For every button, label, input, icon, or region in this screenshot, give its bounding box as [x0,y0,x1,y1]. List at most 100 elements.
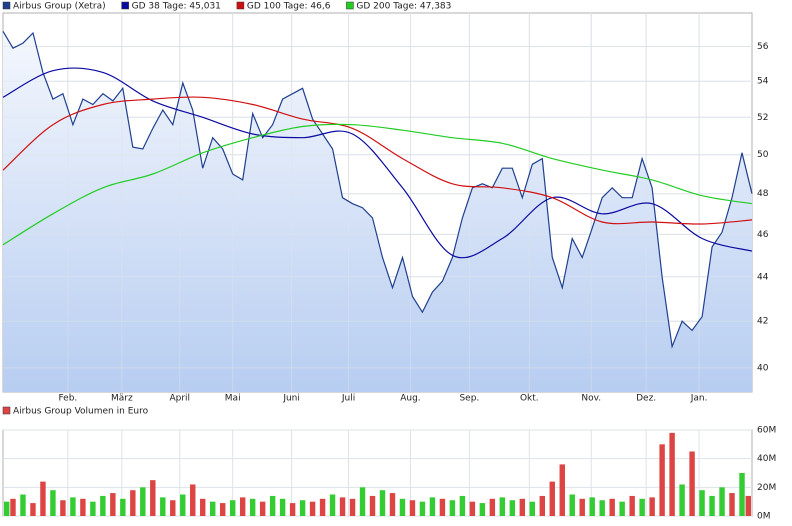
volume-bar [309,501,316,516]
volume-bar [729,493,735,516]
volume-bar [649,497,655,516]
y-tick-label: 20M [757,483,776,493]
volume-bar [559,464,565,516]
volume-bar [669,432,675,516]
x-tick-label: Juni [282,394,300,404]
volume-bar [259,501,266,516]
volume-legend: Airbus Group Volumen in Euro [2,407,149,417]
price-plot [2,13,753,393]
y-tick-label: 56 [757,42,769,52]
volume-bar [4,501,10,516]
x-tick-label: Jan. [690,394,708,404]
volume-bar [449,500,456,516]
volume-bar [339,497,346,516]
volume-bar [719,487,725,516]
volume-bar [10,498,16,516]
volume-bar [70,497,76,516]
y-tick-label: 48 [757,189,769,199]
x-tick-label: Okt. [520,394,539,404]
legend-swatch [2,1,11,10]
volume-bar [90,501,96,516]
volume-bar [229,500,236,516]
volume-bar [519,498,526,516]
volume-bar [120,498,126,516]
volume-bar [629,495,635,516]
volume-bar [539,495,545,516]
price-area [3,31,752,393]
volume-bar [219,503,226,516]
x-tick-label: März [111,394,133,404]
volume-bar [609,498,615,516]
volume-bar [419,501,426,516]
x-tick-label: Sep. [459,394,479,404]
volume-bar [279,498,286,516]
y-tick-label: 42 [757,317,768,327]
volume-bar [40,481,46,516]
moving-average-line [2,96,753,225]
volume-bar [509,500,516,516]
price-line [2,30,753,349]
x-tick-label: Dez. [636,394,656,404]
y-tick-label: 52 [757,113,768,123]
y-tick-label: 44 [757,272,769,282]
volume-bar [479,503,486,516]
legend-swatch [346,1,354,10]
volume-bar [100,495,106,516]
y-tick-label: 50 [757,150,769,160]
volume-bar [180,494,186,516]
volume-bar [639,498,645,516]
volume-bar [30,503,36,516]
volume-bar [689,451,695,516]
volume-bar [589,497,595,516]
volume-bar [190,484,196,516]
volume-bar [369,495,376,516]
moving-average-line [2,123,753,246]
x-tick-label: Nov. [581,394,601,404]
volume-bar [439,498,446,516]
volume-grid: 0M 20M 40M 60M [3,426,776,522]
x-tick-label: Feb. [59,394,78,404]
volume-bar [299,500,306,516]
volume-bar [549,481,555,516]
volume-bar [319,498,326,516]
volume-plot [4,432,751,516]
legend-label: Airbus Group (Xetra) [13,2,106,12]
moving-average-line [2,67,753,259]
volume-bar [140,487,146,516]
y-tick-label: 46 [757,230,769,240]
volume-bar [50,490,56,516]
legend-label: GD 200 Tage: 47,383 [356,2,451,12]
volume-bar [249,498,256,516]
volume-bar [599,500,605,516]
volume-bar [210,501,216,516]
volume-bar [619,501,625,516]
x-tick-label: April [169,394,190,404]
volume-bar [130,490,136,516]
x-tick-label: Aug. [400,394,420,404]
volume-bar [150,480,156,516]
volume-bar [389,493,396,516]
y-tick-label: 0M [757,512,771,522]
volume-bar [569,494,575,516]
volume-bar [170,500,176,516]
volume-bar [60,500,66,516]
volume-bar [269,495,276,516]
volume-bar [329,494,336,516]
volume-bar [289,503,296,516]
volume-bar [20,494,26,516]
volume-bar [679,484,685,516]
volume-bar [160,497,166,516]
volume-bar [110,493,116,516]
y-tick-label: 54 [757,77,769,87]
volume-bar [239,497,246,516]
volume-bar [699,490,705,516]
volume-bar [379,490,386,516]
volume-bar [659,444,665,516]
volume-bar [529,501,536,516]
legend-swatch [121,1,129,10]
legend-label: Airbus Group Volumen in Euro [13,407,149,417]
volume-bar [429,497,436,516]
volume-bar [359,487,366,516]
volume-bar [80,498,86,516]
